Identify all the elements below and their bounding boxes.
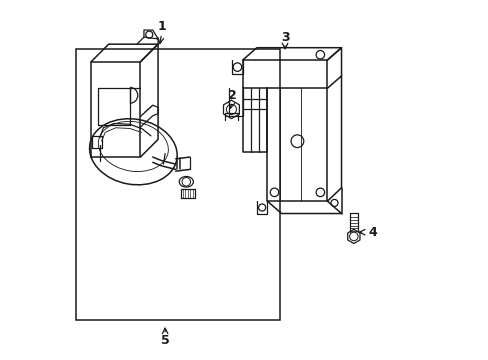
Text: 4: 4: [368, 226, 377, 239]
Text: 2: 2: [227, 89, 236, 102]
Text: 5: 5: [161, 334, 169, 347]
Text: 3: 3: [280, 31, 289, 44]
Text: 1: 1: [157, 20, 165, 33]
Bar: [76, 49, 280, 320]
